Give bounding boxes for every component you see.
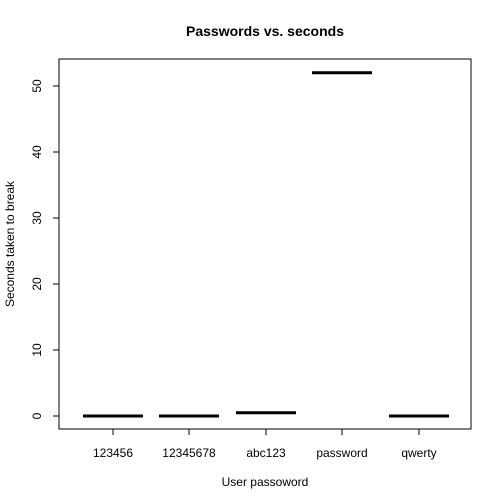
- x-axis: 123456 12345678 abc123 password qwerty: [93, 428, 437, 460]
- y-tick-label: 50: [30, 79, 44, 93]
- x-tick-label: qwerty: [401, 446, 436, 460]
- x-tick-label: abc123: [246, 446, 286, 460]
- chart-title: Passwords vs. seconds: [186, 23, 344, 39]
- x-tick-label: 12345678: [162, 446, 216, 460]
- y-tick-label: 30: [30, 211, 44, 225]
- y-tick-label: 20: [30, 277, 44, 291]
- y-tick-label: 10: [30, 343, 44, 357]
- y-axis: 0 10 20 30 40 50: [30, 79, 60, 419]
- y-axis-title: Seconds taken to break: [3, 180, 17, 307]
- data-marks: [83, 71, 449, 418]
- y-tick-label: 0: [30, 412, 44, 419]
- x-tick-label: 123456: [93, 446, 133, 460]
- x-tick-label: password: [316, 446, 367, 460]
- x-axis-title: User passoword: [222, 475, 309, 489]
- y-tick-label: 40: [30, 145, 44, 159]
- plot-area: [58, 58, 472, 430]
